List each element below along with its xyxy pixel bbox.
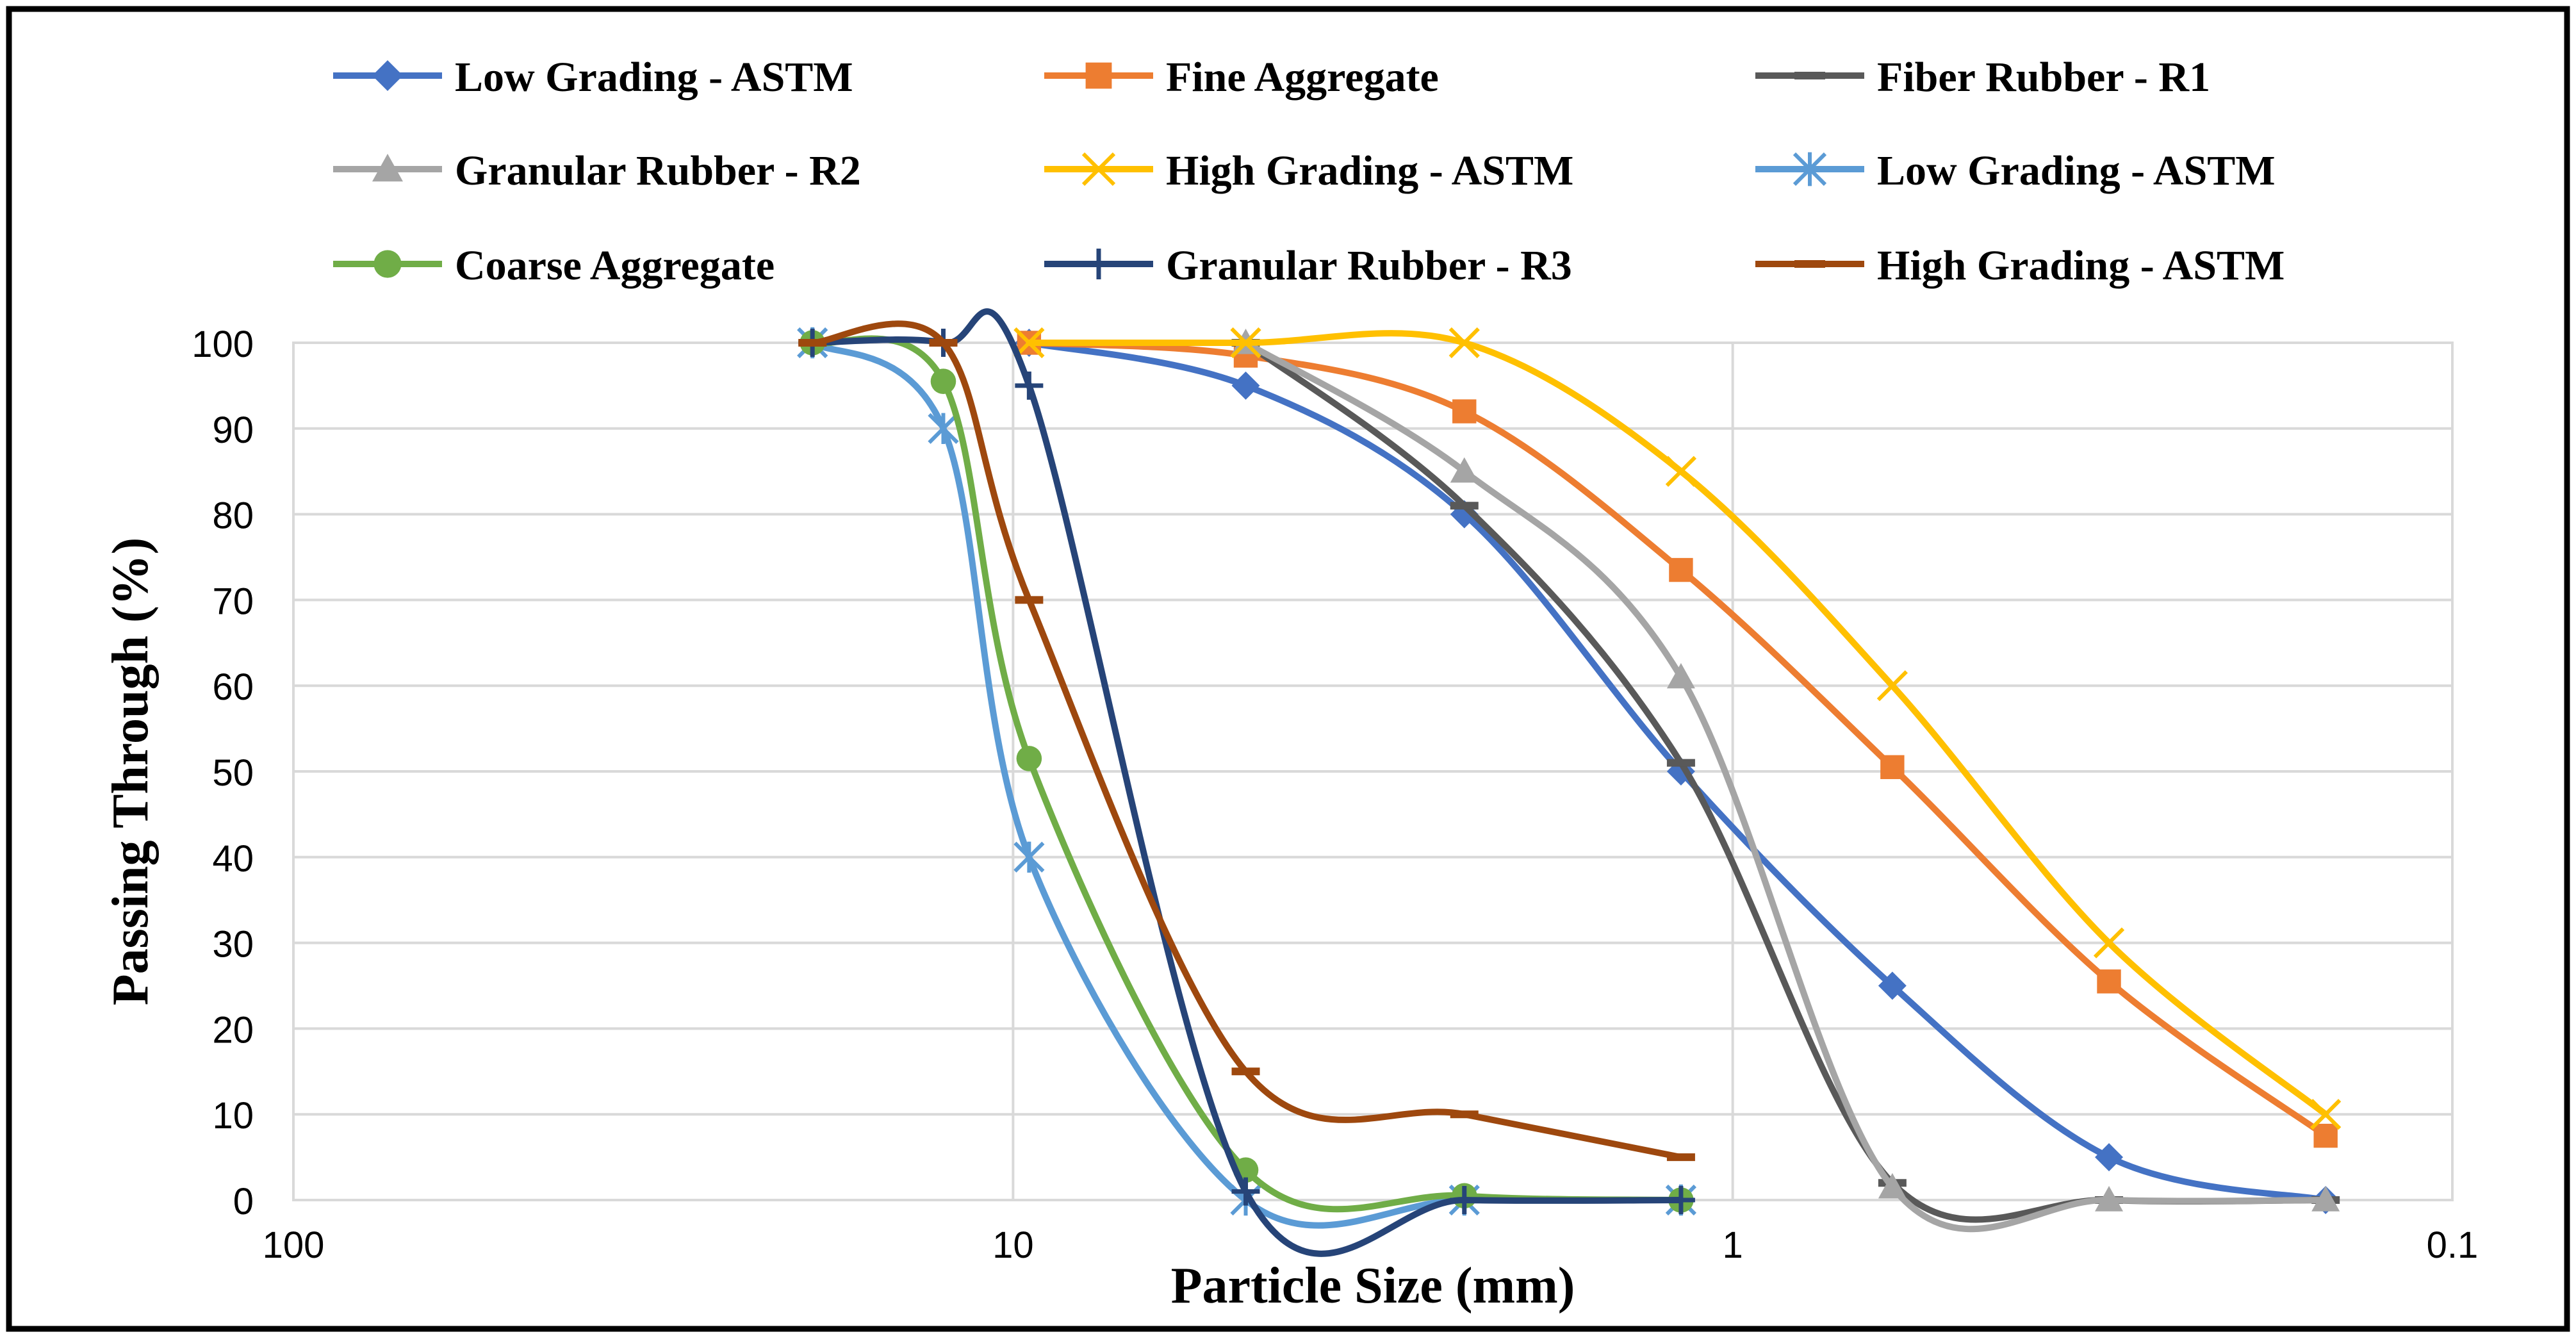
data-point — [2093, 927, 2125, 958]
data-point — [2311, 1186, 2340, 1212]
data-point — [1876, 670, 1908, 702]
data-point — [1878, 1172, 1907, 1199]
data-point — [1452, 399, 1477, 424]
y-tick-label: 40 — [212, 838, 254, 880]
data-point — [1231, 371, 1260, 400]
data-point — [1448, 327, 1480, 359]
grid — [292, 341, 2454, 1201]
legend-label: Granular Rubber - R2 — [455, 147, 861, 194]
data-point — [2313, 1123, 2338, 1148]
y-tick-label: 0 — [233, 1181, 254, 1222]
legend-item: High Grading - ASTM — [1755, 242, 2285, 289]
legend-marker — [372, 154, 403, 182]
data-point — [1669, 557, 1693, 582]
y-tick-label: 50 — [212, 752, 254, 794]
data-point — [928, 413, 959, 444]
data-point — [2095, 1186, 2124, 1212]
legend-marker — [1793, 152, 1827, 186]
legend-marker — [373, 250, 402, 278]
data-point — [1231, 1177, 1260, 1206]
y-tick-label: 20 — [212, 1009, 254, 1051]
data-point — [1878, 971, 1907, 1000]
legend-label: Fine Aggregate — [1166, 54, 1439, 101]
legend-item: Coarse Aggregate — [333, 242, 775, 289]
legend-item: Granular Rubber - R3 — [1044, 242, 1572, 289]
legend-marker — [1081, 152, 1116, 186]
tick-labels: 0 10 20 30 40 50 60 70 80 90 100 100 10 1 0.1 — [192, 324, 2478, 1266]
legend: Low Grading - ASTM Fine Aggregate Fiber Ru… — [333, 54, 2285, 289]
legend-label: Low Grading - ASTM — [1877, 147, 2276, 194]
series-5 — [1013, 327, 2342, 1130]
legend-item: Low Grading - ASTM — [1755, 147, 2276, 194]
legend-label: Low Grading - ASTM — [455, 54, 853, 101]
legend-marker — [1083, 249, 1114, 279]
legend-item: High Grading - ASTM — [1044, 147, 1573, 194]
data-point — [930, 368, 956, 395]
y-tick-label: 70 — [212, 580, 254, 622]
y-tick-label: 60 — [212, 666, 254, 708]
legend-label: Fiber Rubber - R1 — [1877, 54, 2210, 101]
x-axis-label: Particle Size (mm) — [1171, 1258, 1575, 1314]
series-group — [797, 308, 2342, 1257]
y-tick-label: 30 — [212, 924, 254, 966]
data-point — [2097, 969, 2121, 994]
data-point — [1230, 327, 1261, 359]
y-axis-label: Passing Through (%) — [103, 538, 159, 1006]
series-9 — [798, 320, 1695, 1162]
legend-label: Granular Rubber - R3 — [1166, 242, 1572, 289]
y-tick-label: 90 — [212, 409, 254, 451]
legend-label: High Grading - ASTM — [1877, 242, 2285, 289]
data-point — [2310, 1099, 2342, 1130]
legend-item: Low Grading - ASTM — [333, 54, 853, 101]
legend-label: Coarse Aggregate — [455, 242, 775, 289]
x-tick-label: 0.1 — [2427, 1224, 2479, 1266]
x-tick-label: 100 — [263, 1224, 325, 1266]
legend-marker — [372, 60, 403, 91]
data-point — [1880, 755, 1905, 780]
data-point — [1666, 1186, 1695, 1214]
legend-label: High Grading - ASTM — [1166, 147, 1573, 194]
x-tick-label: 1 — [1723, 1224, 1743, 1266]
data-point — [1666, 662, 1695, 689]
legend-marker — [1085, 62, 1112, 89]
data-point — [1015, 371, 1044, 400]
series-2 — [1017, 331, 2338, 1148]
x-tick-label: 10 — [992, 1224, 1034, 1266]
y-tick-label: 100 — [192, 324, 254, 365]
data-point — [1016, 746, 1042, 771]
data-point — [1665, 456, 1697, 487]
y-tick-label: 80 — [212, 495, 254, 537]
legend-item: Granular Rubber - R2 — [333, 147, 861, 194]
legend-item: Fiber Rubber - R1 — [1755, 54, 2210, 101]
legend-item: Fine Aggregate — [1044, 54, 1439, 101]
data-point — [2095, 1143, 2124, 1172]
data-point — [1450, 1186, 1479, 1214]
y-tick-label: 10 — [212, 1095, 254, 1137]
data-point — [1013, 841, 1045, 873]
data-point — [1450, 457, 1479, 483]
chart-border — [6, 6, 2570, 1332]
